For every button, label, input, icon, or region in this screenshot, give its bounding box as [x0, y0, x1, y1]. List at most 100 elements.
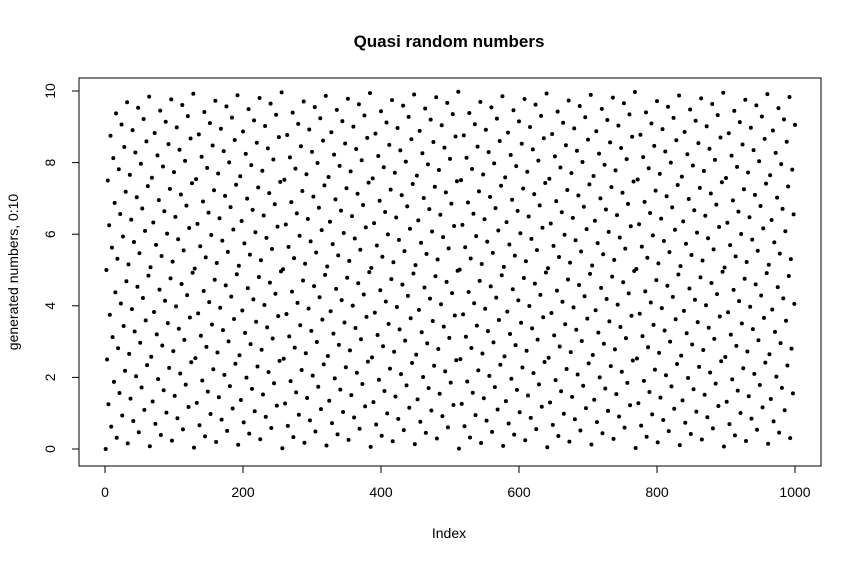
data-point	[706, 325, 711, 330]
data-point	[743, 97, 748, 102]
data-point	[784, 318, 789, 323]
data-point	[463, 245, 468, 250]
data-point	[288, 379, 293, 384]
data-point	[417, 128, 422, 133]
data-point	[586, 137, 590, 142]
data-point	[759, 293, 764, 298]
data-point	[253, 230, 258, 235]
data-point	[741, 366, 746, 371]
data-point	[387, 366, 392, 371]
data-point	[663, 373, 668, 378]
data-point	[574, 148, 579, 153]
data-point	[738, 410, 743, 415]
data-point	[601, 252, 606, 257]
data-point	[793, 122, 797, 127]
data-point	[357, 426, 362, 431]
data-point	[771, 419, 776, 424]
data-point	[171, 349, 176, 354]
data-point	[407, 226, 412, 231]
data-point	[510, 197, 515, 202]
data-point	[475, 144, 480, 149]
data-point	[227, 384, 232, 389]
data-point	[731, 287, 736, 292]
data-point	[119, 122, 124, 127]
data-point	[739, 231, 744, 236]
data-point	[518, 231, 523, 236]
data-point	[519, 320, 524, 325]
data-point	[659, 216, 664, 221]
data-point	[301, 278, 306, 283]
data-point	[148, 265, 153, 270]
data-point	[429, 408, 434, 413]
data-point	[573, 238, 578, 243]
data-point	[634, 266, 639, 271]
data-point	[684, 331, 689, 336]
data-point	[530, 147, 535, 152]
data-point	[767, 352, 772, 357]
data-point	[549, 311, 554, 315]
data-point	[129, 217, 134, 222]
data-point	[421, 195, 426, 200]
data-point	[331, 331, 336, 336]
data-point	[748, 304, 753, 309]
data-point	[716, 404, 721, 408]
data-point	[742, 276, 747, 281]
data-point	[448, 380, 453, 385]
data-point	[112, 200, 117, 205]
data-point	[775, 195, 780, 200]
data-point	[141, 116, 146, 121]
data-point	[732, 108, 737, 113]
data-point	[627, 112, 632, 117]
data-point	[640, 334, 645, 339]
data-point	[279, 90, 284, 95]
data-point	[146, 273, 151, 278]
data-point	[261, 213, 266, 218]
data-point	[183, 158, 188, 163]
data-point	[427, 207, 432, 212]
y-tick-label: 0	[42, 445, 58, 453]
data-point	[123, 368, 128, 373]
data-point	[560, 299, 565, 304]
data-point	[373, 131, 378, 136]
data-point	[156, 198, 161, 203]
data-point	[356, 102, 361, 107]
data-point	[750, 327, 755, 332]
data-point	[243, 151, 248, 156]
data-point	[354, 147, 359, 152]
data-point	[781, 117, 786, 122]
data-point	[312, 105, 317, 110]
data-point	[198, 244, 203, 249]
data-point	[143, 318, 148, 323]
data-point	[482, 217, 487, 222]
data-point	[332, 152, 337, 157]
data-point	[265, 146, 270, 151]
data-point	[568, 260, 573, 265]
data-point	[281, 267, 286, 272]
data-point	[528, 125, 533, 130]
data-point	[554, 199, 559, 204]
data-point	[269, 426, 274, 431]
data-point	[428, 117, 433, 122]
data-point	[438, 212, 443, 217]
data-point	[379, 433, 384, 438]
data-point	[604, 297, 609, 302]
data-point	[127, 351, 132, 356]
data-point	[639, 244, 644, 249]
data-point	[156, 377, 161, 382]
data-point	[739, 321, 744, 326]
data-point	[172, 170, 176, 175]
data-point	[201, 288, 206, 293]
data-point	[538, 292, 543, 297]
data-point	[637, 222, 642, 227]
data-point	[237, 353, 242, 358]
data-point	[545, 266, 550, 271]
data-point	[483, 306, 488, 311]
data-point	[298, 144, 303, 149]
data-point	[643, 289, 648, 294]
data-point	[138, 340, 143, 345]
data-point	[674, 138, 679, 143]
data-point	[297, 233, 302, 238]
data-point	[615, 302, 620, 307]
data-point	[152, 130, 157, 135]
